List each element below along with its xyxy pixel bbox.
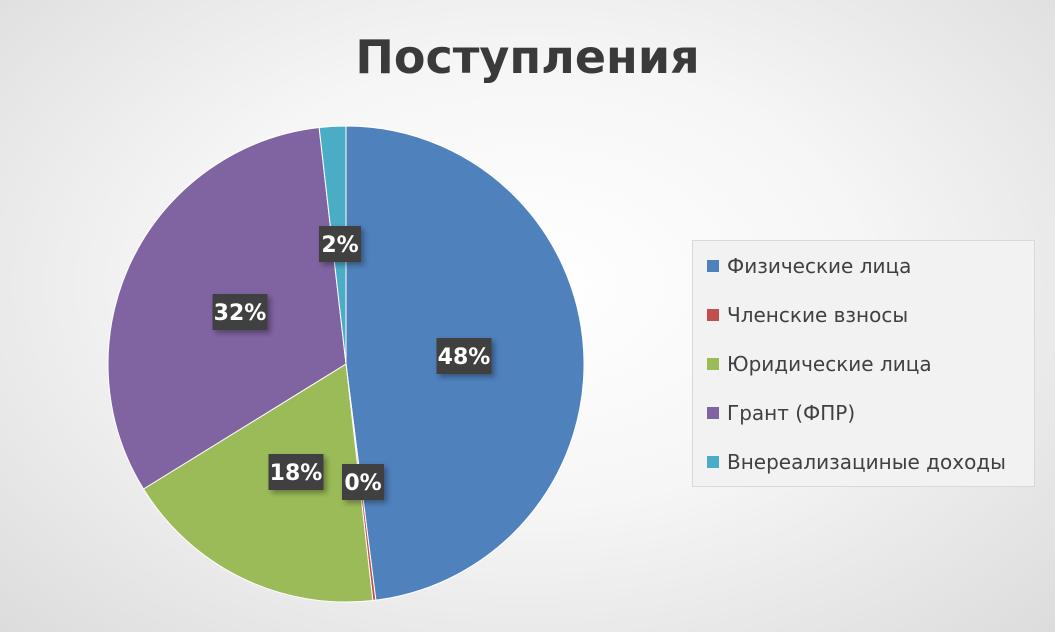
data-label-box: [212, 294, 268, 330]
pie-slices: [107, 125, 585, 603]
chart-title: Поступления: [355, 30, 700, 84]
data-label-text: 32%: [214, 301, 267, 326]
legend-item: Внереализациные доходы: [707, 447, 1006, 477]
legend: Физические лица Членские взносы Юридически…: [692, 240, 1035, 487]
legend-item: Членские взносы: [707, 300, 908, 330]
legend-item: Физические лица: [707, 251, 911, 281]
data-label-box: [268, 454, 324, 490]
legend-swatch: [707, 260, 719, 272]
legend-label: Юридические лица: [727, 352, 932, 376]
data-label-text: 2%: [321, 233, 358, 258]
data-label-4: 32%: [212, 294, 268, 330]
data-label-2: 0%: [342, 464, 384, 500]
legend-item: Юридические лица: [707, 349, 932, 379]
legend-label: Внереализациные доходы: [727, 450, 1006, 474]
legend-swatch: [707, 456, 719, 468]
legend-label: Членские взносы: [727, 303, 909, 327]
legend-label: Физические лица: [727, 254, 912, 278]
data-label-text: 18%: [270, 461, 323, 486]
data-label-text: 0%: [344, 471, 381, 496]
legend-label: Грант (ФПР): [727, 401, 856, 425]
data-label-box: [342, 464, 384, 500]
pie-slice-3: [142, 363, 374, 603]
data-label-box: [319, 226, 361, 262]
legend-item: Грант (ФПР): [707, 398, 855, 428]
data-label-text: 48%: [438, 345, 491, 370]
data-label-box: [436, 338, 492, 374]
legend-swatch: [707, 309, 719, 321]
legend-swatch: [707, 407, 719, 419]
legend-swatch: [707, 358, 719, 370]
pie-data-labels: 48% 0% 18% 32% 2%: [212, 226, 492, 500]
data-label-3: 18%: [268, 454, 324, 490]
data-label-1: 48%: [436, 338, 492, 374]
data-label-5: 2%: [319, 226, 361, 262]
